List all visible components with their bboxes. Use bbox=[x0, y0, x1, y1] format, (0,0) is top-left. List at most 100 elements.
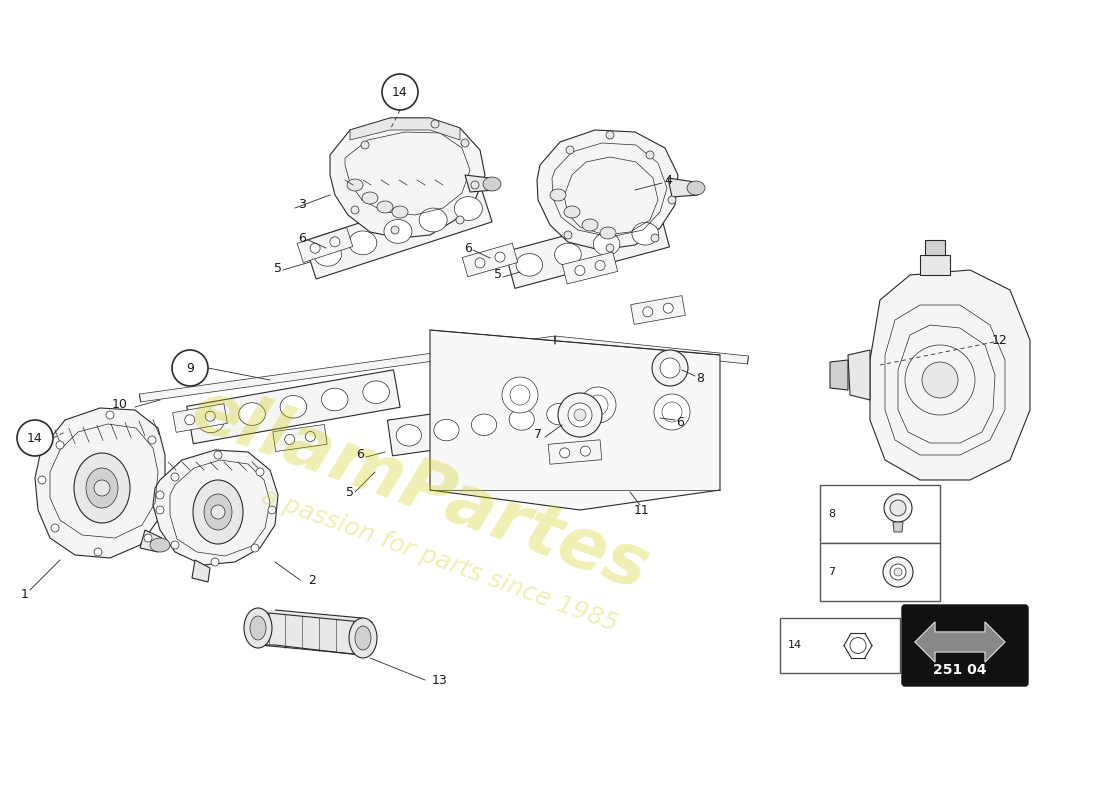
Circle shape bbox=[51, 524, 59, 532]
Text: 251 04: 251 04 bbox=[933, 663, 987, 677]
Polygon shape bbox=[462, 243, 518, 277]
Ellipse shape bbox=[516, 254, 542, 276]
Polygon shape bbox=[630, 296, 685, 324]
Text: 14: 14 bbox=[788, 641, 802, 650]
Ellipse shape bbox=[349, 618, 377, 658]
Circle shape bbox=[170, 541, 179, 549]
Polygon shape bbox=[153, 450, 278, 565]
Circle shape bbox=[390, 226, 399, 234]
Ellipse shape bbox=[355, 626, 371, 650]
Circle shape bbox=[431, 120, 439, 128]
Text: 3: 3 bbox=[298, 198, 306, 211]
Polygon shape bbox=[387, 394, 581, 456]
Polygon shape bbox=[562, 252, 617, 284]
Circle shape bbox=[148, 436, 156, 444]
Text: 5: 5 bbox=[274, 262, 282, 274]
Circle shape bbox=[890, 500, 906, 516]
Polygon shape bbox=[668, 178, 698, 197]
Polygon shape bbox=[140, 336, 556, 402]
Circle shape bbox=[461, 139, 469, 147]
Ellipse shape bbox=[349, 231, 377, 254]
Circle shape bbox=[922, 362, 958, 398]
Circle shape bbox=[16, 420, 53, 456]
Ellipse shape bbox=[377, 201, 393, 213]
Circle shape bbox=[351, 206, 359, 214]
Ellipse shape bbox=[314, 242, 342, 266]
Polygon shape bbox=[537, 130, 678, 250]
Polygon shape bbox=[505, 210, 670, 288]
Text: ellamPartes: ellamPartes bbox=[182, 375, 658, 605]
Ellipse shape bbox=[396, 425, 421, 446]
Polygon shape bbox=[255, 610, 375, 655]
Ellipse shape bbox=[392, 206, 408, 218]
Circle shape bbox=[558, 393, 602, 437]
Ellipse shape bbox=[363, 381, 389, 403]
Circle shape bbox=[170, 473, 179, 481]
Circle shape bbox=[883, 557, 913, 587]
Circle shape bbox=[156, 506, 164, 514]
Circle shape bbox=[172, 350, 208, 386]
Polygon shape bbox=[915, 622, 1005, 662]
Circle shape bbox=[581, 446, 591, 456]
Text: 8: 8 bbox=[696, 371, 704, 385]
Polygon shape bbox=[870, 270, 1030, 480]
Circle shape bbox=[475, 258, 485, 268]
Ellipse shape bbox=[244, 608, 272, 648]
Circle shape bbox=[575, 266, 585, 275]
Circle shape bbox=[144, 534, 152, 542]
Circle shape bbox=[652, 350, 688, 386]
Ellipse shape bbox=[631, 222, 659, 245]
Circle shape bbox=[668, 196, 676, 204]
Text: 6: 6 bbox=[464, 242, 472, 254]
Circle shape bbox=[890, 564, 906, 580]
Text: 14: 14 bbox=[392, 86, 408, 98]
Circle shape bbox=[156, 491, 164, 499]
Ellipse shape bbox=[509, 409, 535, 430]
Circle shape bbox=[471, 181, 478, 189]
Circle shape bbox=[361, 141, 368, 149]
Polygon shape bbox=[173, 404, 228, 432]
Ellipse shape bbox=[554, 243, 581, 266]
Circle shape bbox=[884, 494, 912, 522]
Polygon shape bbox=[830, 360, 848, 390]
Circle shape bbox=[106, 411, 114, 419]
Circle shape bbox=[39, 476, 46, 484]
Circle shape bbox=[185, 415, 195, 425]
Ellipse shape bbox=[86, 468, 118, 508]
Ellipse shape bbox=[192, 480, 243, 544]
Circle shape bbox=[580, 387, 616, 423]
Polygon shape bbox=[35, 408, 165, 558]
Ellipse shape bbox=[688, 181, 705, 195]
Circle shape bbox=[654, 394, 690, 430]
Ellipse shape bbox=[547, 403, 572, 425]
Circle shape bbox=[310, 243, 320, 254]
Circle shape bbox=[660, 358, 680, 378]
Circle shape bbox=[560, 448, 570, 458]
Text: 8: 8 bbox=[828, 509, 835, 519]
Text: 2: 2 bbox=[308, 574, 316, 586]
Ellipse shape bbox=[472, 414, 497, 435]
Circle shape bbox=[894, 568, 902, 576]
FancyBboxPatch shape bbox=[780, 618, 900, 673]
Text: a passion for parts since 1985: a passion for parts since 1985 bbox=[258, 484, 622, 636]
Text: 14: 14 bbox=[28, 431, 43, 445]
Polygon shape bbox=[187, 370, 400, 444]
Circle shape bbox=[564, 231, 572, 239]
Text: 13: 13 bbox=[432, 674, 448, 686]
Ellipse shape bbox=[384, 219, 412, 243]
Circle shape bbox=[606, 244, 614, 252]
Ellipse shape bbox=[250, 616, 266, 640]
Ellipse shape bbox=[74, 453, 130, 523]
Ellipse shape bbox=[433, 419, 459, 441]
Circle shape bbox=[646, 151, 654, 159]
Circle shape bbox=[574, 409, 586, 421]
Text: 5: 5 bbox=[494, 269, 502, 282]
Ellipse shape bbox=[204, 494, 232, 530]
Polygon shape bbox=[465, 175, 495, 192]
Ellipse shape bbox=[582, 219, 598, 231]
Ellipse shape bbox=[564, 206, 580, 218]
Ellipse shape bbox=[593, 233, 620, 255]
Polygon shape bbox=[548, 440, 602, 464]
Circle shape bbox=[568, 403, 592, 427]
Ellipse shape bbox=[454, 197, 483, 221]
